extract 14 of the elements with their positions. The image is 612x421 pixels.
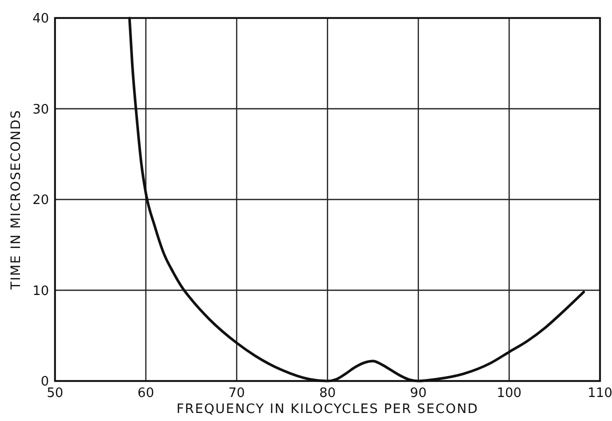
x-tick-label: 110 xyxy=(588,386,612,401)
x-tick-label: 90 xyxy=(410,386,427,401)
x-tick-label: 50 xyxy=(46,386,64,401)
x-axis-title: FREQUENCY IN KILOCYCLES PER SECOND xyxy=(176,402,479,417)
y-tick-label: 20 xyxy=(32,193,49,208)
x-tick-label: 100 xyxy=(496,386,522,401)
x-tick-label: 70 xyxy=(228,386,245,401)
y-axis-title: TIME IN MICROSECONDS xyxy=(9,109,24,291)
x-tick-label: 80 xyxy=(319,386,336,401)
y-tick-label: 30 xyxy=(32,102,49,118)
y-tick-label: 0 xyxy=(40,374,49,390)
y-tick-label: 40 xyxy=(32,12,49,27)
x-tick-label: 60 xyxy=(138,386,154,401)
y-tick-label: 10 xyxy=(32,284,49,299)
